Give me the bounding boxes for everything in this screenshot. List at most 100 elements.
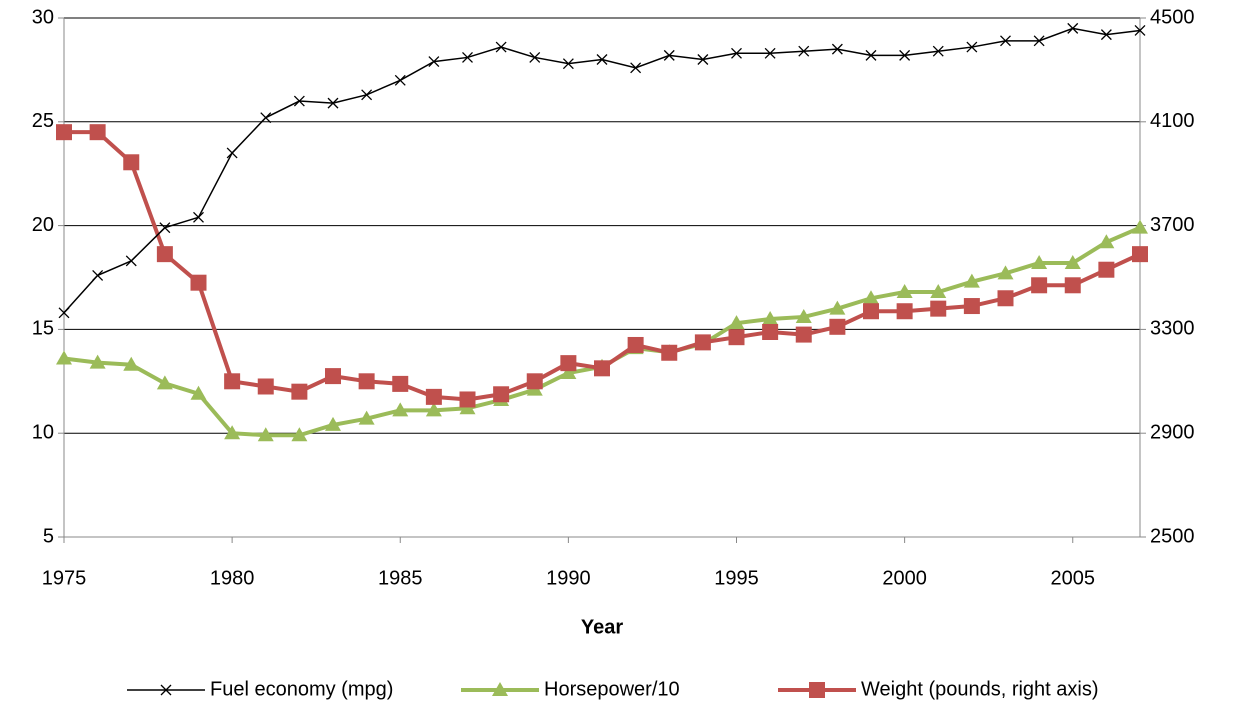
marker bbox=[930, 284, 947, 299]
marker bbox=[226, 147, 238, 159]
marker bbox=[392, 375, 409, 392]
marker bbox=[193, 211, 204, 223]
marker bbox=[293, 95, 305, 107]
marker bbox=[257, 427, 274, 442]
marker bbox=[358, 373, 375, 390]
marker bbox=[1000, 35, 1011, 47]
marker bbox=[89, 354, 106, 369]
marker bbox=[997, 290, 1014, 307]
marker bbox=[764, 47, 776, 59]
marker bbox=[325, 416, 341, 431]
marker bbox=[829, 300, 846, 315]
marker bbox=[428, 56, 440, 68]
marker bbox=[728, 329, 745, 346]
marker bbox=[123, 154, 140, 171]
marker bbox=[495, 41, 507, 53]
marker bbox=[394, 74, 406, 86]
marker bbox=[997, 265, 1014, 280]
marker bbox=[798, 45, 810, 57]
marker bbox=[1064, 277, 1081, 294]
y2-tick-label: 3300 bbox=[1150, 318, 1195, 340]
x-tick-label: 1975 bbox=[42, 567, 87, 589]
marker bbox=[899, 49, 911, 61]
marker bbox=[594, 360, 610, 377]
legend-label: Weight (pounds, right axis) bbox=[861, 678, 1099, 700]
marker bbox=[562, 58, 574, 70]
marker bbox=[963, 298, 980, 315]
marker bbox=[1100, 29, 1112, 41]
marker bbox=[1067, 22, 1079, 34]
x-tick-label: 2000 bbox=[882, 567, 927, 589]
marker bbox=[627, 336, 644, 353]
y2-tick-label: 2900 bbox=[1150, 421, 1195, 443]
marker bbox=[462, 51, 473, 63]
legend-label: Horsepower/10 bbox=[544, 678, 680, 700]
x-tick-label: 2005 bbox=[1051, 567, 1096, 589]
marker bbox=[92, 269, 104, 281]
marker bbox=[728, 315, 745, 330]
marker bbox=[89, 124, 106, 141]
marker bbox=[1132, 246, 1148, 263]
x-axis-label: Year bbox=[581, 616, 623, 638]
y2-tick-label: 4100 bbox=[1150, 110, 1195, 132]
y-tick-label: 15 bbox=[32, 318, 54, 340]
y2-tick-label: 2500 bbox=[1150, 525, 1195, 547]
marker bbox=[190, 385, 207, 400]
marker bbox=[123, 356, 140, 371]
marker bbox=[224, 373, 241, 390]
marker bbox=[358, 410, 375, 425]
marker bbox=[560, 364, 577, 379]
y-tick-label: 25 bbox=[32, 110, 54, 132]
marker bbox=[1031, 277, 1048, 294]
marker bbox=[795, 326, 812, 343]
marker bbox=[831, 43, 843, 55]
y-tick-label: 30 bbox=[32, 6, 54, 28]
marker bbox=[630, 62, 642, 74]
marker bbox=[1134, 24, 1146, 36]
marker bbox=[291, 383, 308, 400]
marker bbox=[159, 222, 171, 234]
marker bbox=[930, 300, 947, 317]
legend-marker bbox=[492, 682, 508, 696]
marker bbox=[361, 89, 373, 101]
legend-marker bbox=[809, 682, 825, 698]
marker bbox=[1064, 254, 1081, 269]
marker bbox=[425, 402, 442, 417]
legend-item: Horsepower/10 bbox=[461, 678, 680, 700]
series-line bbox=[63, 27, 1141, 314]
marker bbox=[795, 308, 812, 323]
x-tick-label: 1980 bbox=[210, 567, 255, 589]
marker bbox=[224, 425, 241, 440]
marker bbox=[1031, 254, 1048, 269]
marker bbox=[865, 49, 877, 61]
marker bbox=[697, 54, 709, 65]
marker bbox=[260, 112, 272, 124]
marker bbox=[863, 290, 879, 305]
marker bbox=[58, 307, 70, 319]
marker bbox=[762, 323, 779, 340]
x-tick-label: 1990 bbox=[546, 567, 591, 589]
marker bbox=[257, 378, 274, 395]
marker bbox=[731, 47, 742, 59]
marker bbox=[596, 54, 608, 65]
marker bbox=[863, 303, 879, 320]
marker bbox=[966, 41, 978, 53]
marker bbox=[459, 391, 476, 408]
legend-item: Weight (pounds, right axis) bbox=[778, 678, 1099, 700]
marker bbox=[896, 303, 913, 320]
y-tick-label: 10 bbox=[32, 421, 54, 443]
y2-tick-label: 4500 bbox=[1150, 6, 1195, 28]
x-tick-label: 1995 bbox=[714, 567, 759, 589]
marker bbox=[156, 375, 173, 390]
y-tick-label: 5 bbox=[43, 525, 54, 547]
marker bbox=[156, 246, 173, 263]
marker bbox=[425, 388, 442, 405]
marker bbox=[56, 124, 72, 141]
marker bbox=[1098, 261, 1115, 278]
x-tick-label: 1985 bbox=[378, 567, 423, 589]
y2-tick-label: 3700 bbox=[1150, 214, 1195, 236]
marker bbox=[932, 45, 944, 57]
marker bbox=[829, 318, 846, 335]
marker bbox=[762, 311, 779, 326]
